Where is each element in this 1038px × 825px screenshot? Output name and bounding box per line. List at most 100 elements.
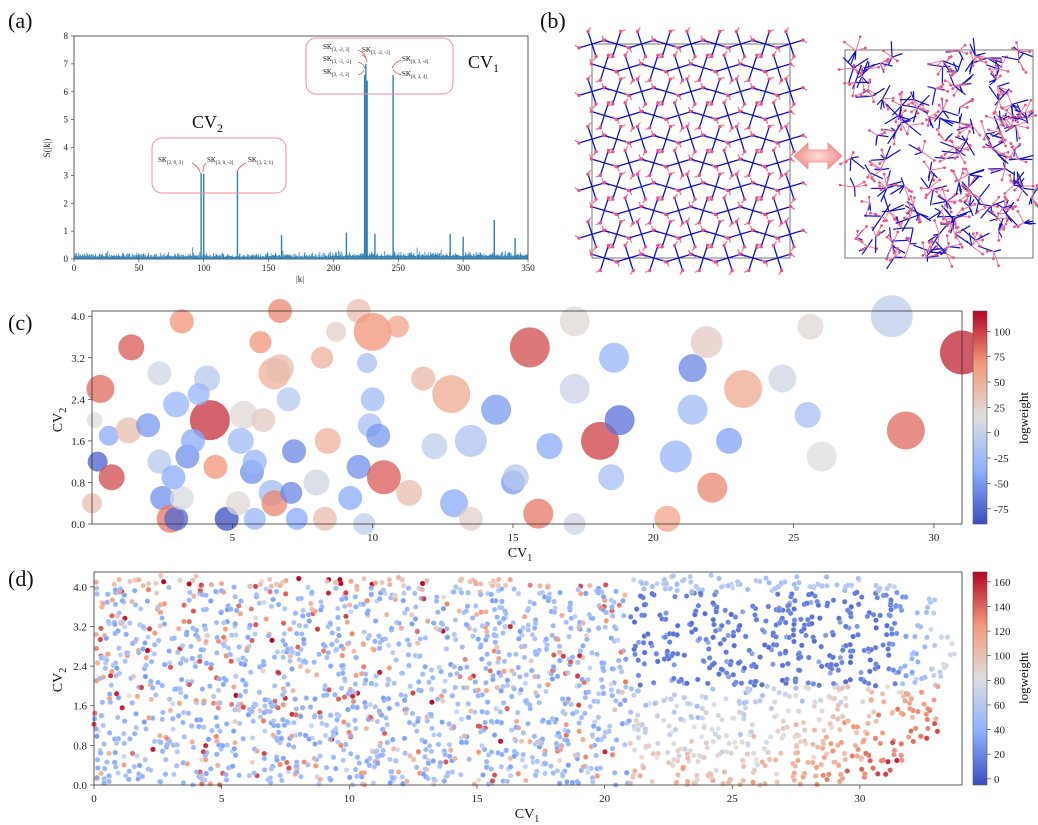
oxygen-atom: [905, 236, 909, 240]
o-h-bond: [990, 196, 1000, 207]
oxygen-atom: [663, 260, 668, 264]
si-o-bond: [760, 91, 766, 105]
oxygen-atom: [589, 204, 594, 209]
si-o-bond: [1004, 167, 1016, 176]
scatter-point: [580, 421, 619, 460]
si-o-bond: [599, 257, 605, 271]
si-o-bond: [603, 102, 610, 116]
si-o-bond: [636, 221, 643, 235]
o-h-bond: [1009, 175, 1015, 186]
si-o-bond: [777, 63, 791, 69]
si-o-bond: [653, 229, 667, 235]
si-o-bond: [864, 164, 871, 173]
si-o-bond: [764, 78, 770, 92]
oxygen-atom: [767, 29, 771, 34]
si-o-bond: [785, 221, 791, 235]
y-tick-label: 2: [64, 198, 69, 208]
oxygen-atom: [1002, 153, 1005, 157]
si-o-bond: [985, 143, 993, 149]
oxygen-atom: [1013, 205, 1017, 208]
o-h-bond: [930, 167, 945, 171]
si-o-bond: [702, 229, 716, 235]
si-o-bond: [979, 183, 991, 198]
scatter-point: [308, 723, 315, 729]
panel-c-scatter-chart: 5 10 15 20 25 30 0.0 0.8 1.6 2.4 3.2 4.0 CV1 CV2 1…: [51, 295, 1031, 564]
oxygen-atom: [989, 144, 992, 148]
oxygen-atom: [656, 243, 660, 248]
si-o-bond: [849, 177, 856, 188]
si-o-bond: [764, 162, 778, 168]
scatter-point: [816, 716, 822, 723]
si-o-bond: [714, 114, 729, 120]
oxygen-atom: [755, 148, 759, 153]
si-o-bond: [929, 169, 938, 179]
oxygen-atom: [999, 105, 1003, 109]
o-h-bond: [977, 205, 992, 213]
o-h-bond: [984, 133, 991, 146]
oxygen-atom: [602, 133, 606, 137]
oxygen-atom: [589, 109, 594, 114]
x-tick-label: 20: [648, 532, 660, 544]
oxygen-atom: [1000, 178, 1004, 182]
oxygen-atom: [971, 232, 975, 236]
oxygen-atom: [933, 219, 937, 222]
si-o-bond: [578, 43, 593, 49]
oxygen-atom: [710, 102, 714, 106]
o-h-bond: [944, 80, 955, 87]
o-h-bond: [893, 218, 902, 229]
si-o-bond: [777, 162, 783, 176]
oxygen-atom: [1016, 120, 1020, 124]
oxygen-atom: [693, 245, 697, 249]
scatter-point: [422, 635, 429, 641]
si-o-bond: [739, 43, 746, 57]
si-o-bond: [789, 91, 795, 105]
x-tick-label: 300: [456, 263, 470, 273]
oxygen-atom: [755, 53, 759, 57]
oxygen-atom: [956, 225, 960, 229]
oxygen-atom: [880, 128, 884, 132]
o-h-bond: [936, 246, 949, 256]
oxygen-atom: [648, 126, 652, 130]
oxygen-atom: [903, 216, 906, 220]
oxygen-atom: [967, 215, 971, 219]
oxygen-atom: [668, 29, 672, 34]
o-h-bond: [844, 41, 857, 51]
scatter-point: [261, 599, 267, 606]
scatter-point: [502, 623, 508, 630]
si-o-bond: [909, 213, 921, 219]
scatter-point: [163, 734, 169, 741]
oxygen-atom: [981, 238, 985, 242]
si-o-bond: [752, 245, 758, 259]
cv2-leader-1: [191, 162, 201, 173]
panel-label-c: (c): [8, 310, 32, 335]
x-tick-label: 150: [262, 263, 276, 273]
oxygen-atom: [577, 236, 581, 240]
oxygen-atom: [984, 114, 988, 118]
bidirectional-arrow-icon: [793, 142, 843, 170]
scatter-point: [440, 489, 469, 518]
oxygen-atom: [916, 111, 920, 115]
oxygen-atom: [747, 221, 751, 225]
oxygen-atom: [685, 77, 689, 81]
si-o-bond: [578, 186, 593, 192]
scatter-point: [396, 479, 423, 506]
oxygen-atom: [718, 220, 722, 224]
oxygen-atom: [968, 143, 972, 147]
oxygen-atom: [910, 209, 914, 212]
scatter-point: [159, 716, 165, 723]
scatter-point: [170, 701, 176, 707]
si-o-bond: [1018, 185, 1029, 197]
scatter-point: [452, 684, 458, 691]
si-o-bond: [578, 138, 593, 144]
si-o-bond: [739, 205, 754, 212]
si-o-bond: [776, 138, 791, 144]
o-h-bond: [869, 130, 878, 136]
oxygen-atom: [788, 252, 793, 256]
o-h-bond: [1017, 188, 1024, 201]
si-o-bond: [661, 43, 667, 57]
o-h-bond: [925, 188, 934, 199]
o-h-bond: [941, 187, 947, 202]
si-o-bond: [739, 234, 746, 247]
oxygen-atom: [602, 38, 606, 42]
panel-c-colorbar-title: logweight: [1016, 392, 1031, 444]
